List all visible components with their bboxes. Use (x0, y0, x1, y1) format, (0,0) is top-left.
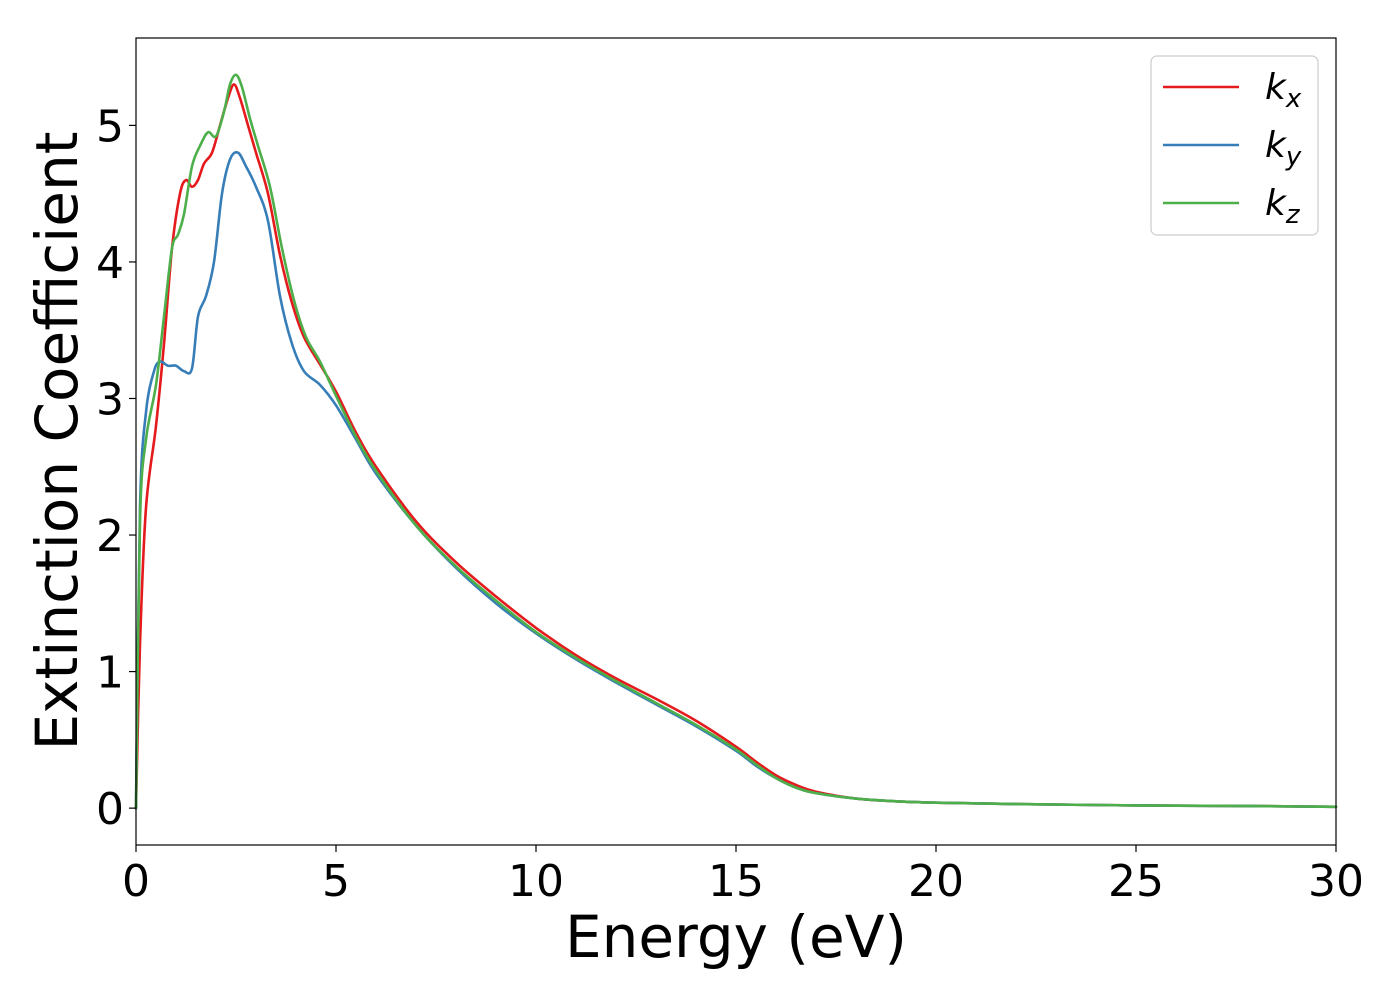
x-axis: 0 5 10 15 20 25 30 (122, 845, 1364, 907)
legend-label-symbol: k (1265, 183, 1288, 224)
y-tick-label: 4 (96, 238, 124, 289)
legend-label-symbol: k (1265, 125, 1288, 166)
y-axis-title: Extinction Coefficient (23, 132, 91, 751)
legend-label-symbol: k (1265, 67, 1288, 108)
y-axis: 0 1 2 3 4 5 (96, 101, 136, 835)
y-tick-label: 5 (96, 101, 124, 152)
legend-label: kz (1265, 183, 1301, 230)
y-tick-label: 1 (96, 648, 124, 699)
plot-area (134, 73, 1338, 810)
x-tick-label: 0 (122, 856, 150, 907)
x-tick-label: 20 (908, 856, 964, 907)
x-tick-label: 10 (508, 856, 564, 907)
x-tick-label: 5 (322, 856, 350, 907)
y-tick-label: 2 (96, 511, 124, 562)
y-tick-label: 3 (96, 374, 124, 425)
legend-label-subscript: z (1285, 200, 1301, 230)
legend-label: kx (1265, 67, 1302, 114)
series-line-kz (134, 73, 1338, 810)
legend-label-subscript: x (1285, 84, 1302, 114)
x-tick-label: 30 (1308, 856, 1364, 907)
y-tick-label: 0 (96, 784, 124, 835)
legend-label-subscript: y (1285, 142, 1302, 172)
x-tick-label: 25 (1108, 856, 1164, 907)
x-tick-label: 15 (708, 856, 764, 907)
x-axis-title: Energy (eV) (565, 903, 907, 971)
legend-label: ky (1265, 125, 1302, 172)
